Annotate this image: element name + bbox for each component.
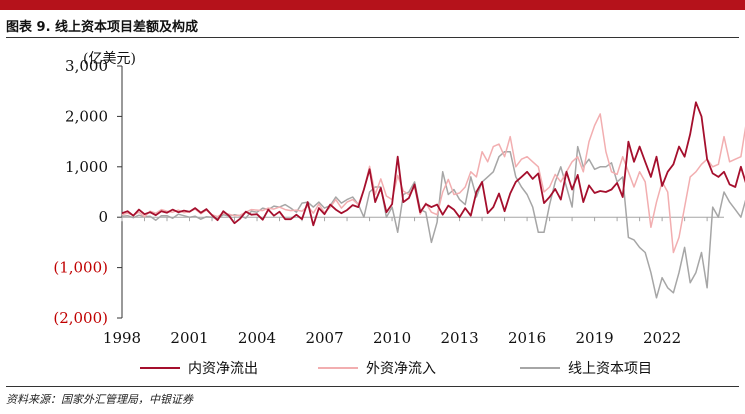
legend-label-2: 外资净流入 — [366, 361, 436, 377]
legend-label-3: 线上资本项目 — [568, 361, 652, 377]
x-tick-label: 2013 — [440, 329, 478, 347]
chart-series — [121, 101, 745, 299]
legend-label-1: 内资净流出 — [188, 361, 258, 377]
chart-legend: 内资净流出 外资净流入 线上资本项目 — [140, 361, 652, 377]
x-tick-label: 2007 — [305, 329, 343, 347]
y-axis-unit-label: (亿美元) — [83, 51, 136, 67]
x-tick-label: 2022 — [643, 329, 681, 347]
x-axis: 1998 2001 2004 2007 2010 2013 2016 2019 2022 — [103, 216, 724, 347]
x-tick-label: 2004 — [238, 329, 276, 347]
y-axis: 3,000 2,000 1,000 0 (1,000) (2,000) — [53, 57, 123, 327]
source-note: 资料来源：国家外汇管理局，中银证券 — [6, 393, 193, 406]
y-tick-label: 2,000 — [65, 107, 108, 125]
title-divider — [6, 37, 739, 38]
series-line-1 — [121, 101, 745, 227]
x-tick-label: 1998 — [103, 329, 141, 347]
y-tick-label: (2,000) — [53, 309, 108, 327]
footer-divider — [6, 386, 739, 387]
line-chart: (亿美元) 3,000 2,000 1,000 0 (1,000) (2,000) 199… — [53, 51, 745, 377]
x-tick-label: 2010 — [373, 329, 411, 347]
figure-title: 图表 9. 线上资本项目差额及构成 — [6, 20, 199, 35]
top-accent-bar — [0, 0, 745, 10]
x-tick-label: 2019 — [576, 329, 614, 347]
y-tick-label: 0 — [98, 208, 108, 226]
series-line-2 — [121, 113, 745, 254]
y-tick-label: 3,000 — [65, 57, 108, 75]
y-tick-label: (1,000) — [53, 259, 108, 277]
y-tick-label: 1,000 — [65, 158, 108, 176]
x-tick-label: 2001 — [170, 329, 208, 347]
x-tick-label: 2016 — [508, 329, 546, 347]
